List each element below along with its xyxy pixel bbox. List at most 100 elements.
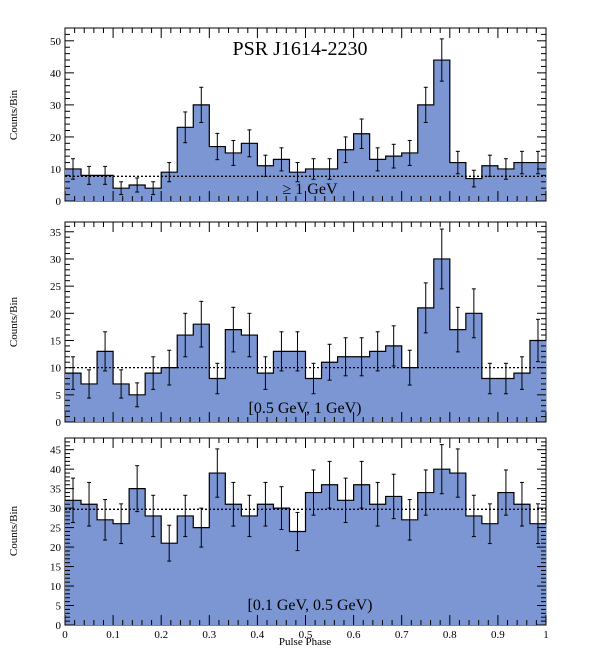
- bar: [337, 149, 354, 201]
- bar: [449, 473, 467, 625]
- error-bar: [423, 86, 428, 124]
- error-bar: [359, 337, 364, 377]
- histogram-bars: [65, 228, 547, 422]
- bar: [513, 162, 531, 201]
- bar: [145, 373, 162, 422]
- bar: [369, 351, 387, 422]
- x-axis: [64, 28, 547, 201]
- error-bar: [327, 460, 332, 509]
- error-bar: [311, 469, 316, 516]
- bar: [273, 159, 290, 201]
- panel-mid-energy: 0 5 10 15 20 25 30 35 Counts/Bin [0.5 GeV, 1 Ge…: [8, 221, 547, 429]
- histogram-outline: [65, 258, 546, 396]
- error-bar: [119, 503, 124, 545]
- histogram-outline: [65, 468, 546, 544]
- y-tick-label: 35: [50, 227, 62, 239]
- error-bar: [103, 331, 108, 372]
- bar: [417, 492, 435, 625]
- y-tick-label: 30: [50, 503, 62, 515]
- bar: [129, 184, 146, 201]
- error-bar: [135, 465, 140, 513]
- bar: [433, 469, 451, 625]
- energy-range-label: [0.5 GeV, 1 GeV): [248, 400, 361, 417]
- bar: [225, 504, 242, 625]
- y-tick-label: 20: [50, 132, 62, 144]
- y-tick-label: 25: [50, 523, 62, 535]
- error-bar: [519, 481, 524, 527]
- x-tick-label: 0: [62, 629, 68, 641]
- error-bar: [423, 469, 428, 516]
- error-bar: [247, 494, 252, 538]
- error-bar: [279, 147, 284, 172]
- error-bar: [103, 165, 108, 185]
- panel-high-energy: 0 10 20 30 40 50 Counts/Bin PSR J1614-2230 ≥ …: [8, 27, 547, 208]
- bar: [385, 496, 403, 625]
- bar: [177, 515, 194, 625]
- histogram-outline: [65, 59, 546, 189]
- bar: [145, 515, 162, 625]
- x-tick-label: 0.8: [443, 629, 457, 641]
- error-bar: [503, 469, 508, 516]
- bar: [529, 162, 547, 201]
- error-bar: [439, 228, 444, 290]
- bar: [497, 492, 515, 625]
- error-bar: [279, 486, 284, 531]
- bar: [81, 175, 98, 201]
- error-bar: [359, 118, 364, 149]
- bar: [337, 356, 354, 422]
- bar: [433, 60, 451, 201]
- bar: [289, 531, 306, 625]
- x-axis: 0 0.1 0.2 0.3 0.4 0.5 0.6 0.7 0.8 0.9 1: [62, 438, 549, 641]
- bar: [481, 165, 499, 201]
- bar: [161, 172, 178, 201]
- y-axis: 0 5 10 15 20 25 30 35: [50, 225, 546, 429]
- bar: [385, 156, 403, 201]
- bar: [177, 335, 194, 422]
- bar: [513, 373, 531, 422]
- x-axis: [64, 222, 547, 422]
- bar: [241, 335, 258, 422]
- bar: [81, 504, 98, 625]
- x-tick-label: 0.7: [395, 629, 409, 641]
- y-tick-label: 40: [50, 68, 62, 80]
- error-bar: [231, 139, 236, 166]
- bar: [129, 488, 146, 625]
- bar: [97, 519, 114, 625]
- x-tick-label: 0.5: [299, 629, 313, 641]
- bar: [289, 351, 306, 422]
- error-bar: [471, 169, 476, 188]
- y-tick-label: 5: [56, 390, 62, 402]
- error-bar: [455, 448, 460, 498]
- y-tick-label: 30: [50, 100, 62, 112]
- bar: [209, 473, 226, 625]
- error-bar: [263, 481, 268, 527]
- bar: [97, 351, 114, 422]
- error-bar: [375, 147, 380, 172]
- y-tick-label: 0: [56, 417, 62, 429]
- energy-range-label: [0.1 GeV, 0.5 GeV): [247, 597, 372, 614]
- error-bar: [103, 499, 108, 541]
- error-bar: [279, 331, 284, 372]
- error-bar: [87, 481, 92, 527]
- error-bar: [343, 337, 348, 377]
- error-bar: [407, 139, 412, 166]
- error-bar: [343, 136, 348, 164]
- error-bar: [295, 511, 300, 552]
- figure-title: PSR J1614-2230: [232, 38, 367, 60]
- panel-low-energy: 0 5 10 15 20 25 30 35 40 45 0 0.1 0.2 0.3 0.4 0.5 0.6 0.…: [8, 437, 549, 648]
- error-bar: [183, 312, 188, 358]
- error-bar: [519, 356, 524, 390]
- error-bar: [183, 494, 188, 538]
- bar: [321, 484, 338, 625]
- error-bar: [215, 362, 220, 395]
- error-bar: [231, 481, 236, 527]
- y-tick-label: 15: [50, 335, 62, 347]
- error-bar: [231, 306, 236, 353]
- error-bar: [183, 111, 188, 144]
- error-bar: [375, 481, 380, 527]
- bar: [385, 345, 403, 422]
- error-bar: [295, 162, 300, 183]
- bar: [433, 258, 451, 422]
- y-tick-label: 10: [50, 581, 62, 593]
